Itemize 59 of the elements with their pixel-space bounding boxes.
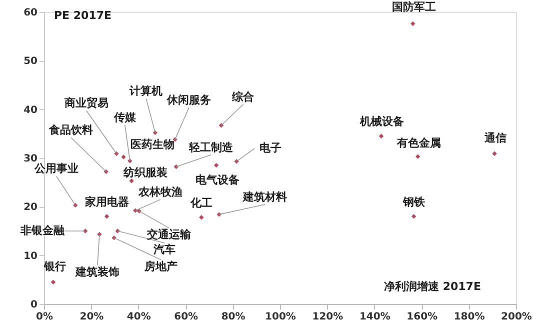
annotation: 汽车: [152, 243, 176, 256]
annotation: 国防军工: [392, 0, 436, 14]
annotation: 商业贸易: [63, 96, 108, 110]
x-tick-label: 100%: [265, 312, 296, 322]
annotation: 交通运输: [146, 228, 192, 242]
annotation: 休闲服务: [166, 94, 211, 107]
point: [378, 134, 384, 138]
annotation: 计算机: [128, 84, 163, 98]
annotation: 电子: [260, 141, 282, 154]
x-tick-label: 80%: [221, 312, 246, 322]
annotation: 建筑材料: [242, 190, 288, 204]
annotation: 有色金属: [396, 136, 441, 150]
y-tick-label: 60: [24, 8, 38, 18]
point: [121, 154, 126, 160]
x-tick-label: 40%: [126, 312, 151, 322]
x-tick-label: 60%: [174, 312, 198, 322]
annotation: 综合: [231, 90, 256, 104]
point: [415, 154, 420, 159]
y-tick-label: 10: [24, 250, 38, 262]
x-tick-label: 200%: [501, 312, 532, 322]
annotation: 通信: [484, 132, 507, 145]
annotation: 传媒: [112, 110, 137, 124]
annotation: 公用事业: [33, 162, 78, 176]
x-axis-title: 净利润增速 2017E: [384, 280, 481, 293]
annotation: 钢铁: [402, 195, 426, 208]
annotation: 非银金融: [19, 224, 66, 237]
y-tick-label: 20: [24, 202, 38, 214]
annotation: 纺织服装: [122, 166, 168, 179]
point: [50, 280, 56, 284]
point: [492, 151, 497, 156]
point: [410, 21, 416, 26]
annotation: 食品饮料: [48, 124, 94, 137]
annotation: 房地产: [144, 260, 178, 273]
y-axis-title: PE 2017E: [54, 9, 112, 22]
annotation: 轻工制造: [188, 140, 234, 154]
annotation: 银行: [43, 260, 66, 274]
annotation: 家用电器: [84, 195, 129, 208]
annotation: 农林牧渔: [137, 186, 182, 199]
annotation: 医药生物: [130, 138, 175, 152]
annotation: 化工: [189, 196, 212, 210]
point: [199, 215, 204, 220]
annotation: 机械设备: [359, 115, 404, 128]
y-tick-label: 30: [24, 154, 38, 164]
x-tick-label: 140%: [359, 312, 390, 322]
annotation: 电气设备: [195, 173, 240, 186]
point: [411, 214, 416, 219]
y-tick-label: 40: [24, 104, 38, 116]
point: [129, 178, 134, 184]
point: [234, 159, 239, 164]
y-tick-label: 50: [24, 56, 38, 68]
x-tick-label: 180%: [454, 312, 485, 322]
x-tick-label: 120%: [312, 312, 344, 322]
y-tick-label: 0: [30, 300, 38, 310]
annotation: 建筑装饰: [74, 265, 120, 278]
point: [214, 162, 219, 168]
x-tick-label: 20%: [80, 312, 104, 322]
x-tick-label: 0%: [36, 312, 53, 322]
x-tick-label: 160%: [406, 312, 438, 322]
point: [104, 214, 110, 219]
